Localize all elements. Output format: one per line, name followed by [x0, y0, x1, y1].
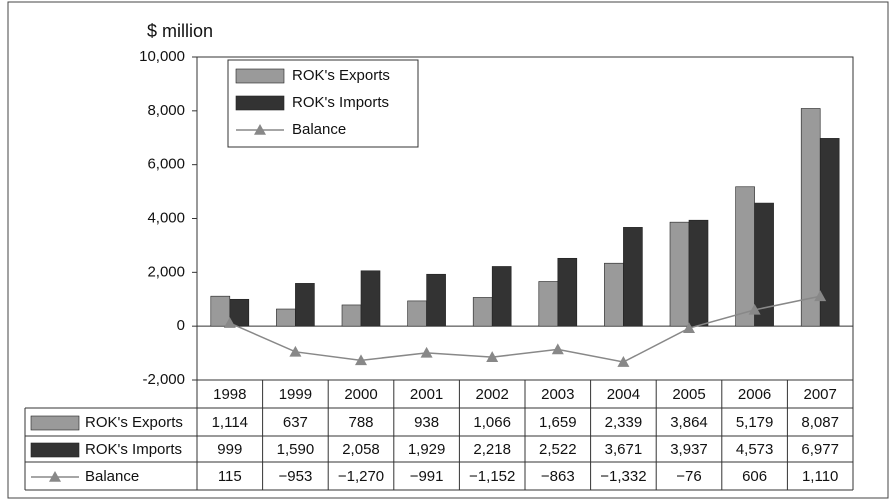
y-tick-label: 6,000 — [147, 156, 185, 173]
bar — [341, 304, 362, 327]
bar — [426, 273, 446, 327]
bar — [669, 221, 690, 327]
table-cell: 938 — [414, 414, 439, 431]
x-tick-label: 2006 — [738, 386, 771, 403]
table-cell: −1,270 — [338, 468, 384, 485]
balance-marker — [223, 317, 236, 328]
table-swatch — [30, 415, 80, 431]
bar — [623, 227, 643, 327]
table-cell: 606 — [742, 468, 767, 485]
bar — [688, 219, 709, 327]
bar — [491, 266, 512, 327]
y-tick-label: 0 — [177, 317, 185, 334]
table-cell: −1,332 — [600, 468, 646, 485]
balance-marker — [289, 345, 302, 357]
balance-marker — [683, 322, 695, 334]
table-row-label: ROK's Exports — [85, 414, 183, 431]
table-cell: 4,573 — [736, 441, 774, 458]
table-cell: −76 — [676, 468, 701, 485]
x-tick-label: 2001 — [410, 386, 443, 403]
table-cell: 999 — [217, 441, 242, 458]
bar — [538, 281, 559, 327]
legend-label: ROK's Imports — [292, 94, 389, 111]
bar — [276, 308, 296, 327]
table-cell: 3,937 — [670, 441, 708, 458]
x-tick-label: 2003 — [541, 386, 574, 403]
bar — [800, 108, 821, 327]
table-cell: 5,179 — [736, 414, 774, 431]
table-cell: 1,659 — [539, 414, 577, 431]
table-cell: 115 — [218, 468, 242, 485]
table-cell: −991 — [410, 468, 444, 485]
table-cell: 1,110 — [802, 468, 838, 485]
legend-label: ROK's Exports — [292, 67, 390, 84]
table-cell: 3,671 — [605, 441, 643, 458]
bar — [735, 186, 755, 327]
bar — [210, 295, 231, 327]
table-cell: 6,977 — [801, 441, 839, 458]
table-cell: 3,864 — [670, 414, 708, 431]
balance-marker — [355, 354, 367, 366]
table-cell: −1,152 — [469, 468, 515, 485]
table-cell: 1,114 — [212, 414, 248, 431]
bar — [604, 262, 624, 327]
legend-label: Balance — [292, 121, 346, 138]
balance-marker — [748, 303, 761, 315]
legend-swatch — [235, 68, 285, 84]
x-tick-label: 2004 — [607, 386, 640, 403]
x-tick-label: 1999 — [279, 386, 312, 403]
bar — [754, 202, 774, 327]
bar — [819, 138, 840, 327]
y-tick-label: 10,000 — [139, 48, 185, 65]
table-swatch — [49, 471, 61, 482]
table-cell: 1,929 — [408, 441, 446, 458]
bar — [360, 270, 381, 327]
x-tick-label: 2000 — [344, 386, 377, 403]
table-cell: −863 — [541, 468, 575, 485]
legend-swatch — [254, 124, 266, 135]
bar — [472, 297, 493, 327]
table-row-label: ROK's Imports — [85, 441, 182, 458]
table-cell: 8,087 — [801, 414, 839, 431]
x-tick-label: 2007 — [804, 386, 837, 403]
table-cell: 2,058 — [342, 441, 380, 458]
balance-marker — [814, 290, 827, 302]
y-tick-label: 2,000 — [147, 263, 185, 280]
table-cell: 2,522 — [539, 441, 577, 458]
y-tick-label: 8,000 — [147, 102, 185, 119]
bar — [229, 298, 250, 327]
balance-marker — [420, 346, 433, 358]
table-cell: 2,339 — [605, 414, 643, 431]
y-tick-label: 4,000 — [147, 209, 185, 226]
table-cell: 788 — [348, 414, 373, 431]
x-tick-label: 2002 — [476, 386, 509, 403]
balance-marker — [551, 343, 564, 355]
x-tick-label: 1998 — [213, 386, 246, 403]
balance-marker — [486, 351, 499, 362]
legend-swatch — [235, 95, 285, 111]
x-tick-label: 2005 — [672, 386, 705, 403]
bar — [557, 257, 578, 327]
y-tick-label: -2,000 — [142, 371, 185, 388]
bar — [295, 283, 315, 327]
table-cell: 1,590 — [277, 441, 315, 458]
bar — [407, 300, 427, 327]
table-swatch — [30, 442, 80, 458]
balance-line — [229, 295, 821, 363]
table-cell: 2,218 — [473, 441, 511, 458]
table-cell: 1,066 — [473, 414, 511, 431]
y-axis-label: $ million — [147, 21, 213, 41]
table-cell: −953 — [279, 468, 313, 485]
table-cell: 637 — [283, 414, 308, 431]
balance-marker — [617, 356, 630, 367]
table-row-label: Balance — [85, 468, 139, 485]
